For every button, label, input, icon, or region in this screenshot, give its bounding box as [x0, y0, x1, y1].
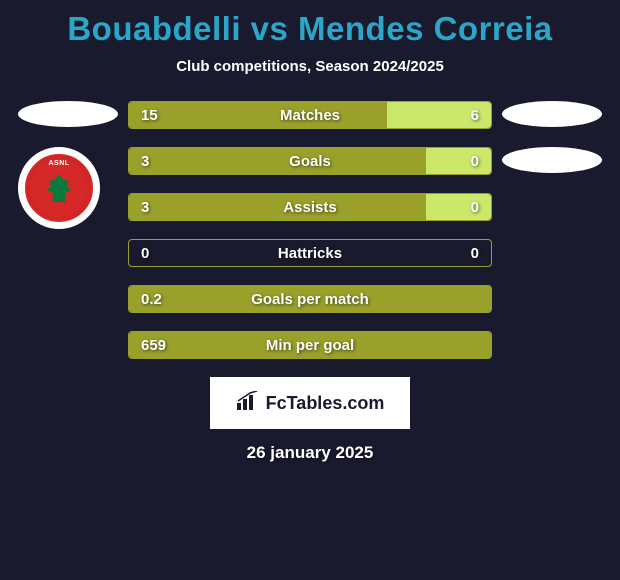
stat-value-left: 3 [141, 148, 149, 174]
stat-value-left: 659 [141, 332, 166, 358]
stat-row: Goals3 0 [128, 147, 492, 175]
stat-label: Goals [129, 148, 491, 174]
main-row: ASNL Matches156Goals30Assists30Hattricks… [0, 101, 620, 359]
stat-label: Matches [129, 102, 491, 128]
branding-chart-icon [236, 391, 260, 416]
club-badge-text: ASNL [27, 160, 91, 167]
stat-row: Hattricks0 0 [128, 239, 492, 267]
stat-row: Matches15 6 [128, 101, 492, 129]
page-title: Bouabdelli vs Mendes Correia [0, 0, 620, 48]
stat-label: Assists [129, 194, 491, 220]
stat-value-right: 0 [471, 148, 479, 174]
stat-value-left: 0 [141, 240, 149, 266]
stat-value-right: 0 [471, 240, 479, 266]
stat-label: Goals per match [129, 286, 491, 312]
subtitle: Club competitions, Season 2024/2025 [0, 58, 620, 75]
stat-value-left: 0.2 [141, 286, 162, 312]
left-player-col: ASNL [10, 101, 120, 359]
branding-text: FcTables.com [266, 393, 385, 414]
left-player-oval [18, 101, 118, 127]
club-badge-inner: ASNL [25, 154, 93, 222]
stat-label: Hattricks [129, 240, 491, 266]
stat-value-left: 3 [141, 194, 149, 220]
left-club-badge: ASNL [18, 147, 100, 229]
date-text: 26 january 2025 [0, 443, 620, 463]
stat-row: Min per goal659 [128, 331, 492, 359]
right-player-oval-1 [502, 101, 602, 127]
stat-value-left: 15 [141, 102, 158, 128]
stat-label: Min per goal [129, 332, 491, 358]
comparison-card: Bouabdelli vs Mendes Correia Club compet… [0, 0, 620, 580]
stat-row: Assists3 0 [128, 193, 492, 221]
club-badge-tree-icon [45, 174, 73, 202]
stat-row: Goals per match0.2 [128, 285, 492, 313]
stats-bars: Matches156Goals30Assists30Hattricks00Goa… [120, 101, 500, 359]
stat-value-right: 6 [471, 102, 479, 128]
stat-value-right: 0 [471, 194, 479, 220]
right-player-oval-2 [502, 147, 602, 173]
right-player-col [500, 101, 610, 359]
branding-box: FcTables.com [210, 377, 410, 429]
